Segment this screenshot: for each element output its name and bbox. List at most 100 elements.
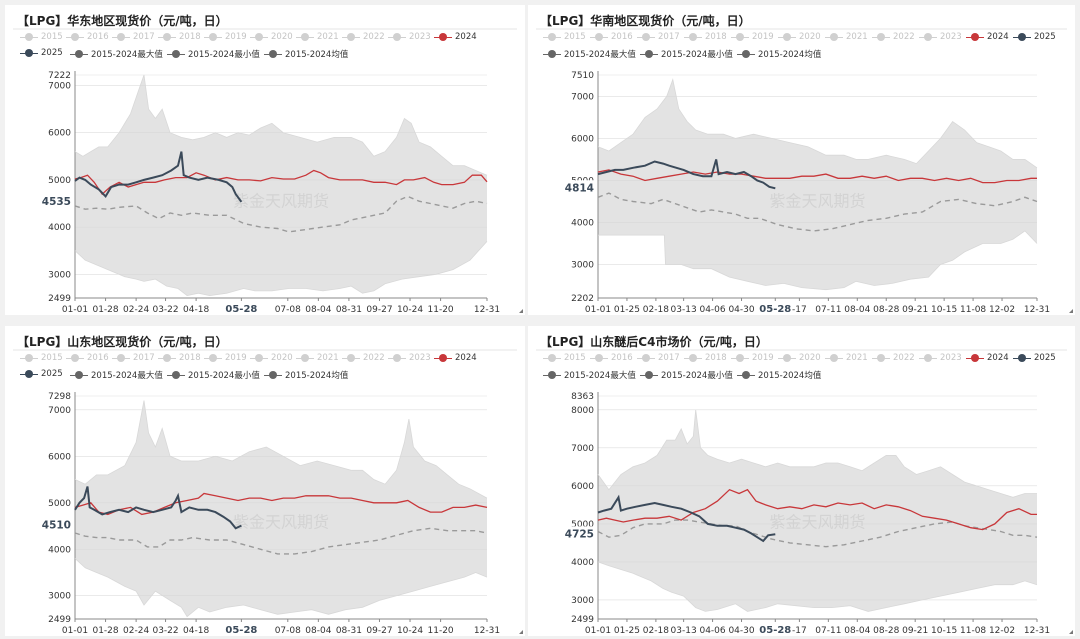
legend-label: 2019 <box>752 353 774 363</box>
legend-item-2017[interactable]: 2017 <box>637 32 680 42</box>
x-tick-label: 02-24 <box>123 305 149 315</box>
legend-item-2016[interactable]: 2016 <box>590 32 633 42</box>
x-tick-label: 01-28 <box>92 305 118 315</box>
legend-item-2022[interactable]: 2022 <box>342 32 385 42</box>
legend-marker-icon <box>20 370 38 378</box>
legend-label: 2015-2024最大值 <box>91 50 163 60</box>
legend-item-2024[interactable]: 2024 <box>966 353 1009 363</box>
last-value-label: 4535 <box>42 196 71 208</box>
legend-item-2023[interactable]: 2023 <box>919 32 962 42</box>
legend-item-2018[interactable]: 2018 <box>684 32 727 42</box>
legend-item-2015[interactable]: 2015 <box>20 32 63 42</box>
legend-item-2024[interactable]: 2024 <box>434 32 477 42</box>
legend-item-2023[interactable]: 2023 <box>919 353 962 363</box>
legend-item-min[interactable]: 2015-2024最小值 <box>167 369 260 381</box>
legend-marker-icon <box>684 354 702 362</box>
legend-marker-icon <box>825 354 843 362</box>
legend-item-2019[interactable]: 2019 <box>731 32 774 42</box>
legend-label: 2023 <box>940 32 962 42</box>
legend-item-2016[interactable]: 2016 <box>590 353 633 363</box>
legend-item-2025[interactable]: 2025 <box>20 369 63 379</box>
legend-item-2016[interactable]: 2016 <box>66 32 109 42</box>
legend-item-min[interactable]: 2015-2024最小值 <box>167 48 260 60</box>
legend-label: 2015-2024最大值 <box>564 50 636 60</box>
legend-item-2022[interactable]: 2022 <box>872 353 915 363</box>
x-tick-label: 04-18 <box>183 626 209 636</box>
legend-item-2020[interactable]: 2020 <box>250 353 293 363</box>
x-tick-label: 03-22 <box>152 305 178 315</box>
legend-label: 2015 <box>41 32 63 42</box>
legend-label: 2023 <box>409 32 431 42</box>
last-value-label: 4510 <box>42 520 71 532</box>
legend-item-2022[interactable]: 2022 <box>342 353 385 363</box>
x-tick-label: 09-27 <box>366 305 392 315</box>
legend-marker-icon <box>204 33 222 41</box>
legend-label: 2020 <box>271 32 293 42</box>
legend-item-2024[interactable]: 2024 <box>966 32 1009 42</box>
legend-label: 2024 <box>455 353 477 363</box>
legend-item-2019[interactable]: 2019 <box>204 32 247 42</box>
legend-item-max[interactable]: 2015-2024最大值 <box>543 48 636 60</box>
legend-item-2023[interactable]: 2023 <box>388 353 431 363</box>
legend-item-2017[interactable]: 2017 <box>637 353 680 363</box>
x-tick-label: 10-15 <box>931 305 957 315</box>
legend-item-2021[interactable]: 2021 <box>825 32 868 42</box>
legend-item-2017[interactable]: 2017 <box>112 353 155 363</box>
legend-marker-icon <box>872 33 890 41</box>
resize-corner-icon <box>519 630 523 634</box>
chart-title: 【LPG】山东醚后C4市场价（元/吨，日） <box>540 335 768 349</box>
legend-item-2017[interactable]: 2017 <box>112 32 155 42</box>
legend-item-avg[interactable]: 2015-2024均值 <box>264 369 348 381</box>
legend-item-2018[interactable]: 2018 <box>158 32 201 42</box>
legend-item-avg[interactable]: 2015-2024均值 <box>264 48 348 60</box>
legend-label: 2017 <box>133 32 155 42</box>
legend-item-2018[interactable]: 2018 <box>158 353 201 363</box>
x-tick-label: 08-28 <box>873 626 899 636</box>
legend-item-2018[interactable]: 2018 <box>684 353 727 363</box>
legend-item-2021[interactable]: 2021 <box>296 32 339 42</box>
legend-item-2022[interactable]: 2022 <box>872 32 915 42</box>
legend-label: 2021 <box>317 32 339 42</box>
legend-item-2020[interactable]: 2020 <box>250 32 293 42</box>
legend-label: 2025 <box>41 48 63 58</box>
x-tick-label: 09-21 <box>902 305 928 315</box>
x-tick-label: 07-08 <box>275 305 301 315</box>
legend-item-min[interactable]: 2015-2024最小值 <box>640 369 733 381</box>
legend-item-min[interactable]: 2015-2024最小值 <box>640 48 733 60</box>
legend-item-2016[interactable]: 2016 <box>66 353 109 363</box>
legend-label: 2015-2024最小值 <box>661 50 733 60</box>
legend-item-2025[interactable]: 2025 <box>1013 32 1056 42</box>
legend-label: 2018 <box>705 353 727 363</box>
legend-item-max[interactable]: 2015-2024最大值 <box>70 369 163 381</box>
legend-marker-icon <box>737 371 755 379</box>
x-tick-label: 07-11 <box>815 626 841 636</box>
y-tick-label: 7298 <box>48 392 71 402</box>
legend-item-2019[interactable]: 2019 <box>204 353 247 363</box>
legend-marker-icon <box>112 354 130 362</box>
legend-item-2023[interactable]: 2023 <box>388 32 431 42</box>
legend-marker-icon <box>543 33 561 41</box>
legend-item-2021[interactable]: 2021 <box>825 353 868 363</box>
y-tick-label: 4000 <box>48 223 71 233</box>
legend-marker-icon <box>778 354 796 362</box>
legend-item-2020[interactable]: 2020 <box>778 353 821 363</box>
x-tick-label: 08-31 <box>336 305 362 315</box>
legend-item-2015[interactable]: 2015 <box>20 353 63 363</box>
series-2025-line <box>74 486 242 530</box>
legend-item-2015[interactable]: 2015 <box>543 32 586 42</box>
legend-item-2021[interactable]: 2021 <box>296 353 339 363</box>
legend-item-2015[interactable]: 2015 <box>543 353 586 363</box>
legend-item-2024[interactable]: 2024 <box>434 353 477 363</box>
legend-item-max[interactable]: 2015-2024最大值 <box>543 369 636 381</box>
legend-item-max[interactable]: 2015-2024最大值 <box>70 48 163 60</box>
legend-item-2025[interactable]: 2025 <box>1013 353 1056 363</box>
x-tick-label: 10-24 <box>397 626 423 636</box>
legend-marker-icon <box>264 50 282 58</box>
legend-item-avg[interactable]: 2015-2024均值 <box>737 48 821 60</box>
legend-item-2019[interactable]: 2019 <box>731 353 774 363</box>
legend-item-2020[interactable]: 2020 <box>778 32 821 42</box>
y-tick-label: 7000 <box>571 92 594 102</box>
legend-item-2025[interactable]: 2025 <box>20 48 63 58</box>
legend-item-avg[interactable]: 2015-2024均值 <box>737 369 821 381</box>
legend-label: 2015-2024均值 <box>758 50 822 60</box>
